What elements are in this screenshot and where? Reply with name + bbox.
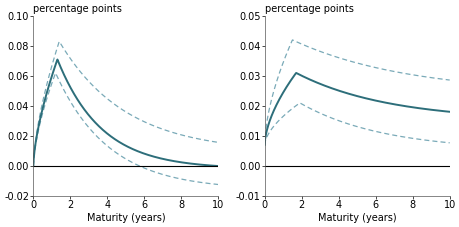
- Text: percentage points: percentage points: [33, 4, 122, 14]
- Text: percentage points: percentage points: [264, 4, 353, 14]
- X-axis label: Maturity (years): Maturity (years): [317, 213, 396, 223]
- X-axis label: Maturity (years): Maturity (years): [86, 213, 165, 223]
